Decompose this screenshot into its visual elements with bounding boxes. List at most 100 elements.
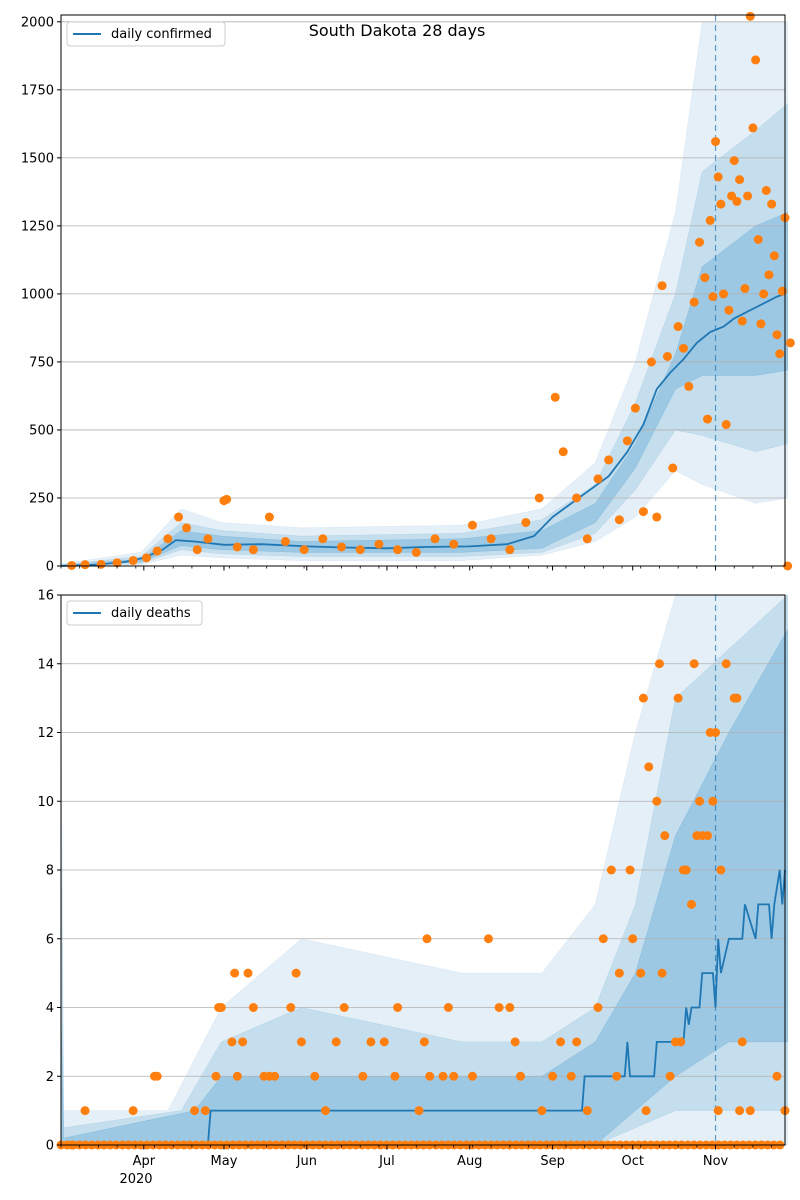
legend-daily-deaths: daily deaths [111, 606, 191, 621]
point-81 [716, 865, 726, 875]
point-42 [510, 1037, 520, 1047]
point-10 [192, 545, 202, 555]
point-61 [652, 796, 662, 806]
deaths-line [61, 869, 786, 1146]
point-28 [379, 1037, 389, 1047]
point-46 [556, 1037, 566, 1047]
point-31 [534, 493, 544, 503]
point-55 [708, 292, 718, 302]
xtick-label-7: Nov [703, 1154, 729, 1169]
point-39 [483, 934, 493, 944]
point-31 [414, 1106, 424, 1116]
point-11 [230, 968, 240, 978]
point-50 [593, 1003, 603, 1012]
point-19 [286, 1003, 296, 1012]
point-46 [668, 463, 678, 473]
point-85 [735, 1106, 745, 1116]
ytick-label-6: 6 [46, 932, 54, 947]
point-18 [299, 545, 309, 555]
point-59 [719, 289, 729, 299]
point-48 [678, 343, 688, 353]
ytick-label-8: 8 [46, 864, 54, 879]
point-1 [80, 1106, 90, 1116]
point-48 [572, 1037, 582, 1047]
point-65 [665, 1071, 675, 1081]
point-37 [604, 455, 614, 465]
point-16 [264, 512, 274, 522]
point-62 [654, 659, 664, 669]
point-0 [67, 560, 77, 570]
point-72 [753, 234, 763, 244]
point-71 [686, 899, 696, 909]
point-20 [337, 542, 347, 552]
point-41 [638, 507, 648, 517]
band-2 [60, 211, 788, 567]
point-49 [582, 1106, 592, 1116]
ytick-label-500: 500 [29, 423, 54, 438]
point-71 [751, 55, 761, 65]
confirmed-legend: daily confirmed [66, 21, 226, 47]
point-29 [505, 545, 515, 555]
point-84 [785, 338, 795, 348]
point-78 [769, 251, 779, 261]
point-63 [729, 156, 739, 166]
point-13 [238, 1037, 248, 1047]
ytick-label-250: 250 [29, 491, 54, 506]
ytick-label-2: 2 [46, 1070, 54, 1085]
ytick-label-750: 750 [29, 355, 54, 370]
point-29 [390, 1071, 400, 1081]
point-43 [652, 512, 662, 522]
point-58 [716, 199, 726, 209]
point-4 [152, 1071, 162, 1081]
point-61 [724, 305, 734, 315]
point-4 [128, 556, 138, 566]
point-27 [366, 1037, 376, 1047]
point-12 [232, 1071, 242, 1081]
point-55 [625, 865, 635, 875]
point-84 [732, 693, 742, 703]
point-51 [695, 237, 705, 247]
point-40 [494, 1003, 504, 1012]
deaths-panel: 0 2 4 6 8 10 12 14 16 Apr May Jun Jul Aug Sep Oct Nov d… [37, 589, 790, 1187]
point-68 [743, 191, 753, 201]
xtick-label-5: Sep [540, 1154, 565, 1169]
point-24 [411, 547, 421, 557]
point-15 [248, 1003, 258, 1012]
point-78 [708, 796, 718, 806]
xtick-label-0: Apr [133, 1154, 156, 1169]
point-56 [711, 137, 721, 147]
point-56 [628, 934, 638, 944]
point-53 [703, 414, 713, 424]
point-26 [358, 1071, 368, 1081]
ytick-label-16: 16 [37, 589, 54, 604]
point-14 [232, 542, 242, 552]
point-38 [467, 1071, 477, 1081]
point-60 [721, 420, 731, 430]
point-26 [449, 539, 459, 549]
point-69 [745, 11, 755, 21]
point-72 [689, 659, 699, 669]
point-53 [612, 1071, 622, 1081]
point-79 [711, 728, 721, 737]
point-33 [558, 447, 568, 457]
point-14 [243, 968, 253, 978]
xtick-label-6: Oct [621, 1154, 643, 1169]
confirmed-panel: South Dakota 28 days 0 250 500 750 1000 1250 1… [21, 11, 795, 575]
ytick-label-4: 4 [46, 1001, 54, 1016]
point-52 [700, 273, 710, 283]
point-45 [662, 351, 672, 361]
point-43 [516, 1071, 526, 1081]
point-73 [756, 319, 766, 329]
point-67 [740, 283, 750, 293]
point-7 [163, 534, 173, 544]
point-21 [355, 545, 365, 555]
point-74 [759, 289, 769, 299]
point-1 [80, 560, 90, 570]
point-68 [676, 1037, 686, 1047]
chart-title: South Dakota 28 days [309, 21, 486, 40]
point-80 [713, 1106, 723, 1116]
point-32 [550, 392, 560, 402]
point-23 [320, 1106, 330, 1116]
point-5 [141, 553, 151, 563]
point-25 [339, 1003, 349, 1012]
